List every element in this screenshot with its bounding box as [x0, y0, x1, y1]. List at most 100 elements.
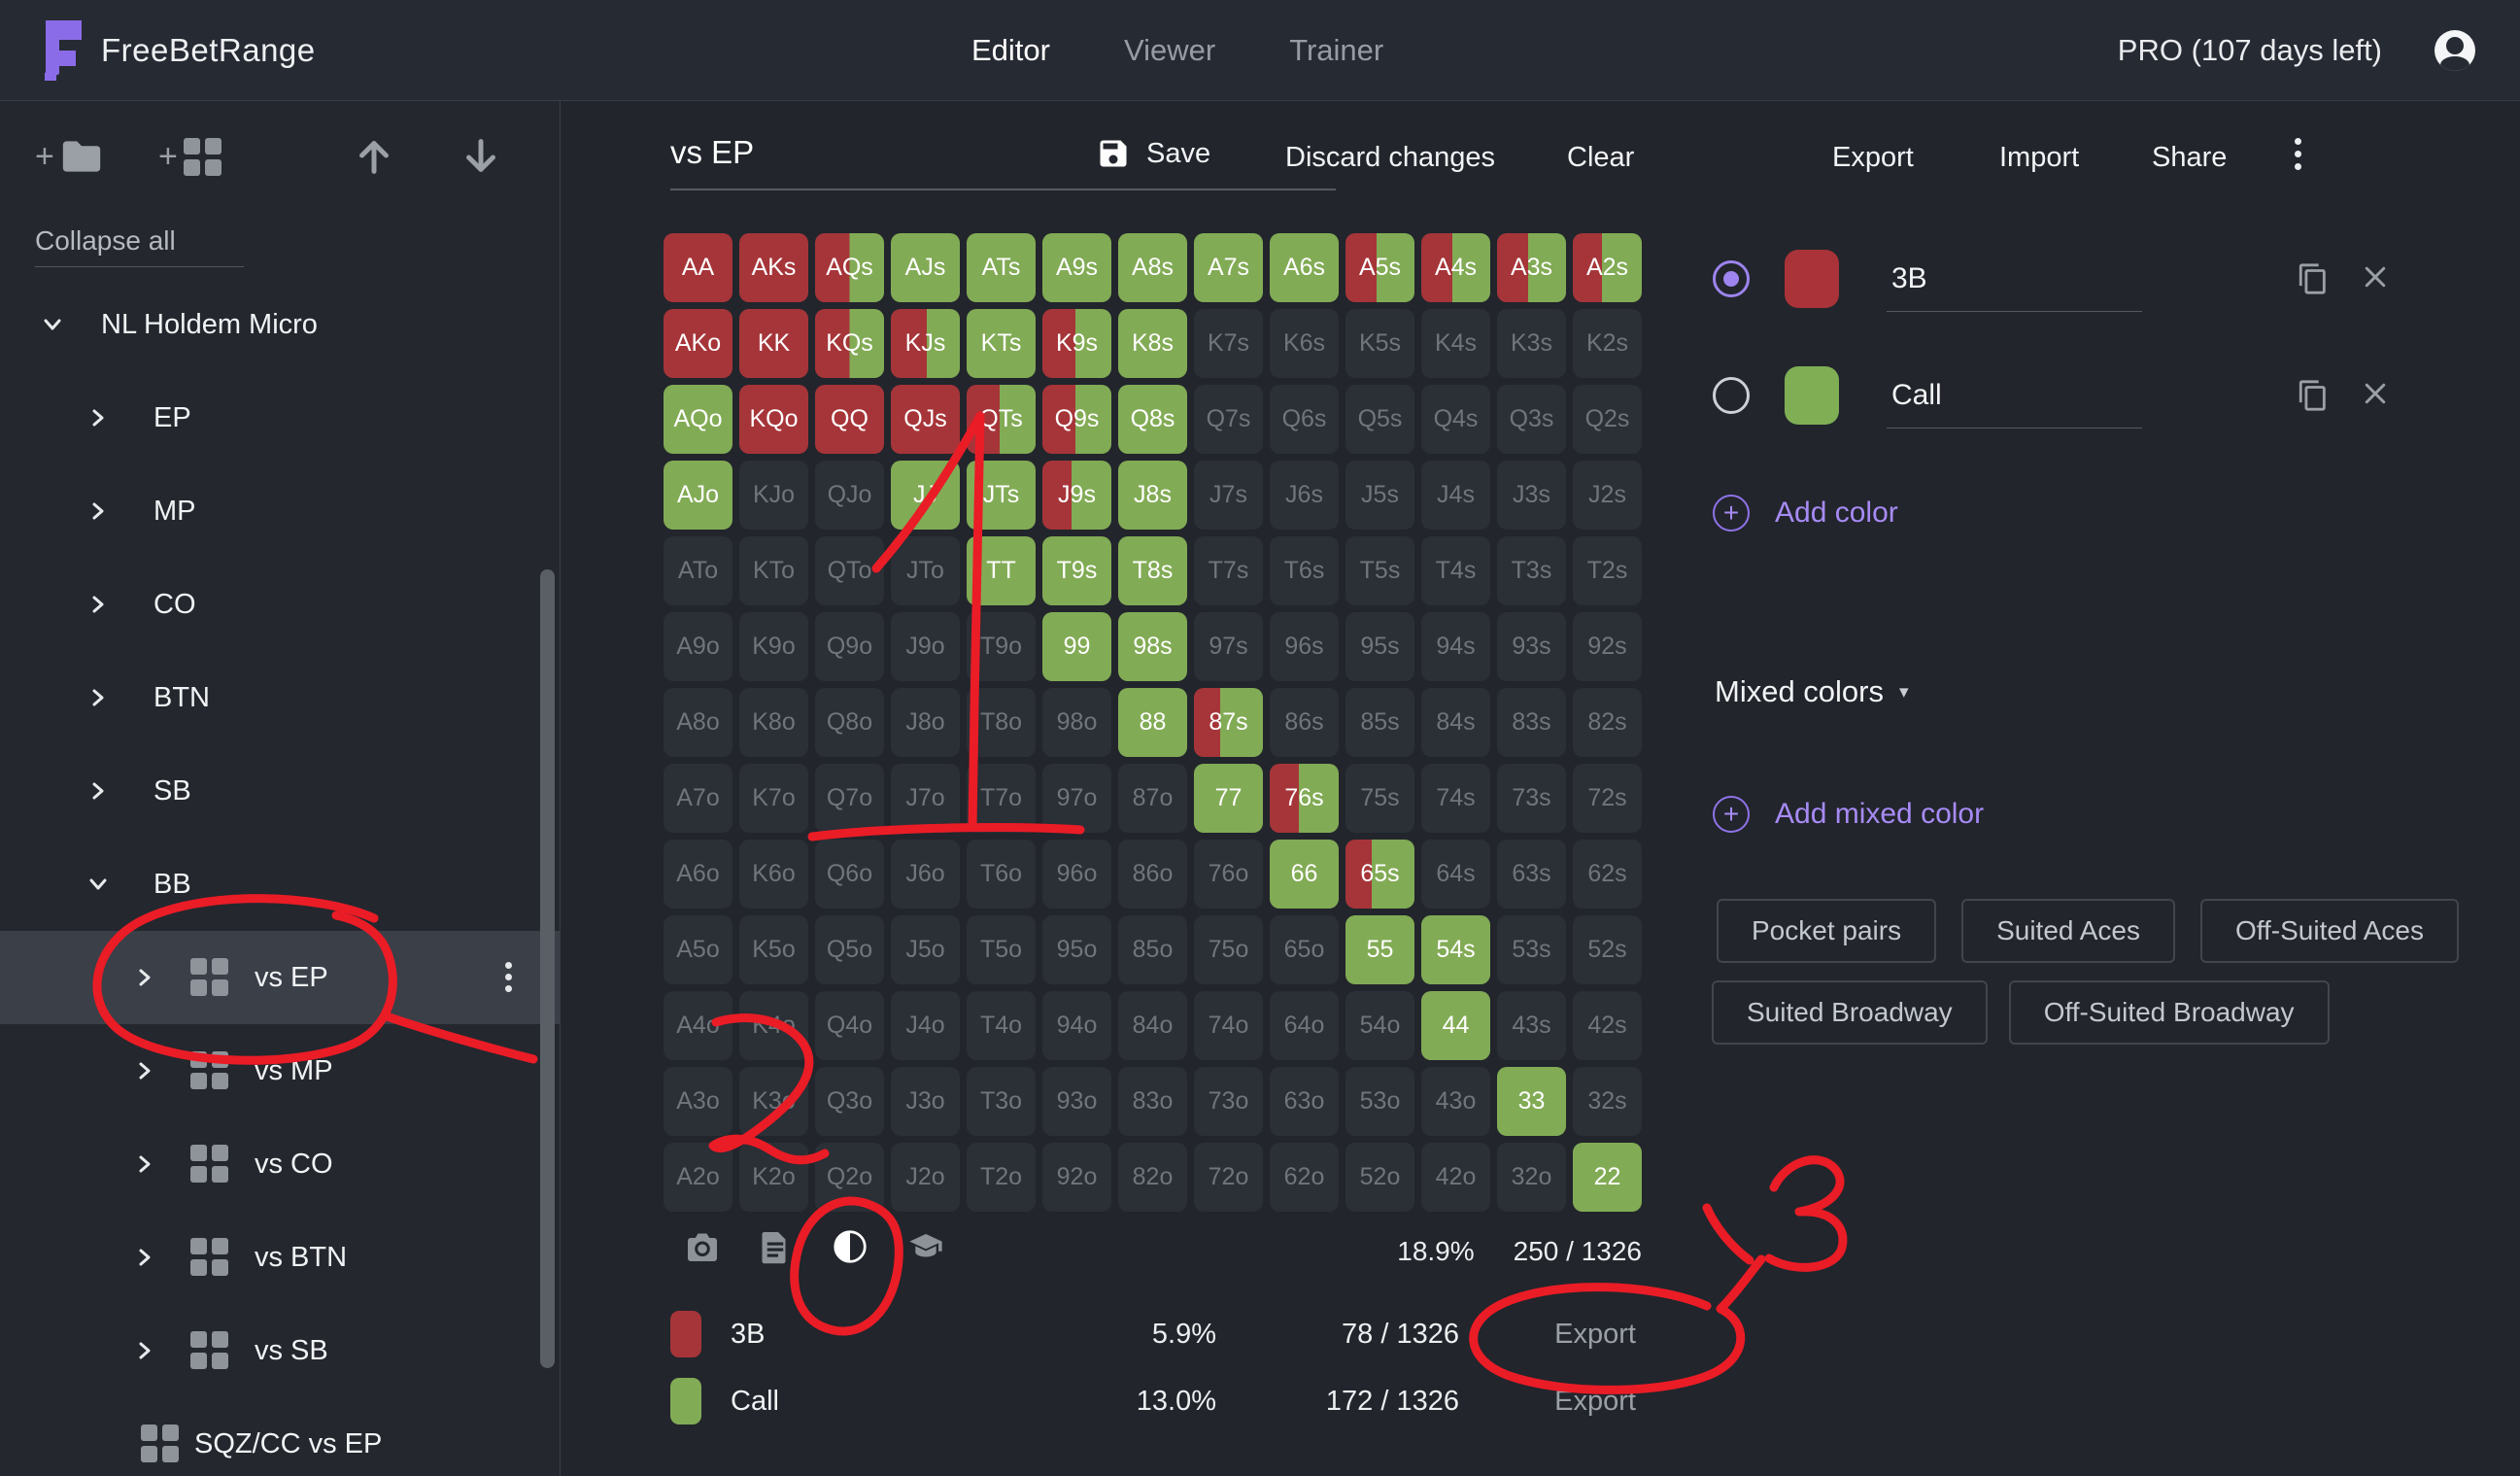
hand-cell-a5s[interactable]: A5s — [1345, 233, 1414, 302]
quick-button-suited-aces[interactable]: Suited Aces — [1961, 899, 2175, 963]
hand-cell-qto[interactable]: QTo — [815, 536, 884, 605]
hand-cell-k3s[interactable]: K3s — [1497, 309, 1566, 378]
hand-cell-t5s[interactable]: T5s — [1345, 536, 1414, 605]
hand-cell-k6o[interactable]: K6o — [739, 840, 808, 909]
save-button[interactable]: Save — [1096, 136, 1210, 171]
sidebar-scrollbar[interactable] — [540, 569, 555, 1368]
hand-cell-t6o[interactable]: T6o — [967, 840, 1036, 909]
quick-button-off-suited-broadway[interactable]: Off-Suited Broadway — [2008, 980, 2330, 1045]
hand-cell-42s[interactable]: 42s — [1573, 991, 1642, 1060]
hand-cell-k8o[interactable]: K8o — [739, 688, 808, 757]
hand-cell-kqo[interactable]: KQo — [739, 385, 808, 454]
hand-cell-q9s[interactable]: Q9s — [1042, 385, 1111, 454]
hand-cell-93s[interactable]: 93s — [1497, 612, 1566, 681]
hand-cell-ako[interactable]: AKo — [664, 309, 732, 378]
hand-cell-k5o[interactable]: K5o — [739, 915, 808, 984]
hand-cell-k8s[interactable]: K8s — [1118, 309, 1187, 378]
hand-cell-aqs[interactable]: AQs — [815, 233, 884, 302]
hand-cell-54s[interactable]: 54s — [1421, 915, 1490, 984]
hand-cell-t2o[interactable]: T2o — [967, 1143, 1036, 1212]
user-avatar-icon[interactable] — [2435, 30, 2475, 71]
hand-cell-93o[interactable]: 93o — [1042, 1067, 1111, 1136]
sidebar-item-btn[interactable]: BTN — [0, 651, 560, 744]
hand-cell-t4s[interactable]: T4s — [1421, 536, 1490, 605]
screenshot-camera-icon[interactable] — [685, 1229, 720, 1264]
hand-cell-66[interactable]: 66 — [1270, 840, 1339, 909]
hand-cell-ats[interactable]: ATs — [967, 233, 1036, 302]
hand-cell-j8o[interactable]: J8o — [891, 688, 960, 757]
hand-cell-64s[interactable]: 64s — [1421, 840, 1490, 909]
hand-cell-jts[interactable]: JTs — [967, 461, 1036, 530]
sidebar-item-mp[interactable]: MP — [0, 464, 560, 558]
color-radio-call[interactable] — [1713, 377, 1750, 414]
copy-icon[interactable] — [2297, 379, 2330, 412]
add-range-button[interactable]: + — [158, 130, 221, 183]
hand-cell-q5s[interactable]: Q5s — [1345, 385, 1414, 454]
hand-cell-jto[interactable]: JTo — [891, 536, 960, 605]
hand-cell-t6s[interactable]: T6s — [1270, 536, 1339, 605]
hand-cell-k6s[interactable]: K6s — [1270, 309, 1339, 378]
chevron-right-icon[interactable] — [131, 1244, 158, 1271]
chevron-down-icon[interactable] — [85, 871, 112, 898]
close-icon[interactable] — [2361, 262, 2390, 292]
hand-cell-43o[interactable]: 43o — [1421, 1067, 1490, 1136]
hand-cell-98o[interactable]: 98o — [1042, 688, 1111, 757]
range-title-input[interactable]: vs EP — [670, 134, 1336, 190]
hand-cell-a7s[interactable]: A7s — [1194, 233, 1263, 302]
trainer-cap-icon[interactable] — [907, 1228, 944, 1265]
hand-cell-j4s[interactable]: J4s — [1421, 461, 1490, 530]
color-name-input[interactable]: Call — [1891, 379, 1942, 411]
export-button[interactable]: Export — [1832, 142, 1914, 173]
color-swatch[interactable] — [1785, 250, 1839, 308]
chevron-right-icon[interactable] — [85, 777, 112, 805]
mixed-colors-header[interactable]: Mixed colors ▾ — [1715, 674, 1909, 709]
color-name-input[interactable]: 3B — [1891, 262, 1927, 294]
hand-cell-t4o[interactable]: T4o — [967, 991, 1036, 1060]
sidebar-item-vs-co[interactable]: vs CO — [0, 1117, 560, 1211]
move-down-button[interactable] — [459, 130, 503, 183]
hand-cell-k7o[interactable]: K7o — [739, 764, 808, 833]
hand-cell-65s[interactable]: 65s — [1345, 840, 1414, 909]
hand-cell-j6s[interactable]: J6s — [1270, 461, 1339, 530]
sidebar-item-sqz-cc-vs-ep[interactable]: SQZ/CC vs EP — [0, 1397, 560, 1476]
add-mixed-color-button[interactable]: + Add mixed color — [1695, 785, 1984, 843]
hand-cell-k7s[interactable]: K7s — [1194, 309, 1263, 378]
hand-cell-83s[interactable]: 83s — [1497, 688, 1566, 757]
hand-cell-85s[interactable]: 85s — [1345, 688, 1414, 757]
hand-cell-qq[interactable]: QQ — [815, 385, 884, 454]
hand-cell-q6s[interactable]: Q6s — [1270, 385, 1339, 454]
hand-cell-t9o[interactable]: T9o — [967, 612, 1036, 681]
hand-cell-k4o[interactable]: K4o — [739, 991, 808, 1060]
hand-cell-94s[interactable]: 94s — [1421, 612, 1490, 681]
color-swatch[interactable] — [1785, 366, 1839, 425]
sidebar-item-vs-ep[interactable]: vs EP — [0, 931, 560, 1024]
hand-cell-k2o[interactable]: K2o — [739, 1143, 808, 1212]
hand-cell-j9s[interactable]: J9s — [1042, 461, 1111, 530]
hand-cell-76s[interactable]: 76s — [1270, 764, 1339, 833]
hand-cell-t8s[interactable]: T8s — [1118, 536, 1187, 605]
hand-cell-52o[interactable]: 52o — [1345, 1143, 1414, 1212]
share-button[interactable]: Share — [2152, 142, 2228, 173]
hand-cell-84o[interactable]: 84o — [1118, 991, 1187, 1060]
quick-button-suited-broadway[interactable]: Suited Broadway — [1712, 980, 1988, 1045]
hand-cell-88[interactable]: 88 — [1118, 688, 1187, 757]
hand-cell-j8s[interactable]: J8s — [1118, 461, 1187, 530]
tab-editor[interactable]: Editor — [971, 33, 1050, 67]
hand-cell-qts[interactable]: QTs — [967, 385, 1036, 454]
hand-cell-kk[interactable]: KK — [739, 309, 808, 378]
sidebar-item-ep[interactable]: EP — [0, 371, 560, 464]
item-kebab-menu[interactable] — [505, 962, 512, 992]
hand-cell-aks[interactable]: AKs — [739, 233, 808, 302]
hand-cell-43s[interactable]: 43s — [1497, 991, 1566, 1060]
chevron-right-icon[interactable] — [131, 964, 158, 991]
hand-cell-95s[interactable]: 95s — [1345, 612, 1414, 681]
hand-cell-55[interactable]: 55 — [1345, 915, 1414, 984]
hand-cell-j5o[interactable]: J5o — [891, 915, 960, 984]
hand-cell-65o[interactable]: 65o — [1270, 915, 1339, 984]
hand-cell-kto[interactable]: KTo — [739, 536, 808, 605]
hand-cell-a8o[interactable]: A8o — [664, 688, 732, 757]
chevron-right-icon[interactable] — [131, 1057, 158, 1084]
sidebar-item-vs-sb[interactable]: vs SB — [0, 1304, 560, 1397]
hand-cell-k9o[interactable]: K9o — [739, 612, 808, 681]
hand-cell-j3s[interactable]: J3s — [1497, 461, 1566, 530]
